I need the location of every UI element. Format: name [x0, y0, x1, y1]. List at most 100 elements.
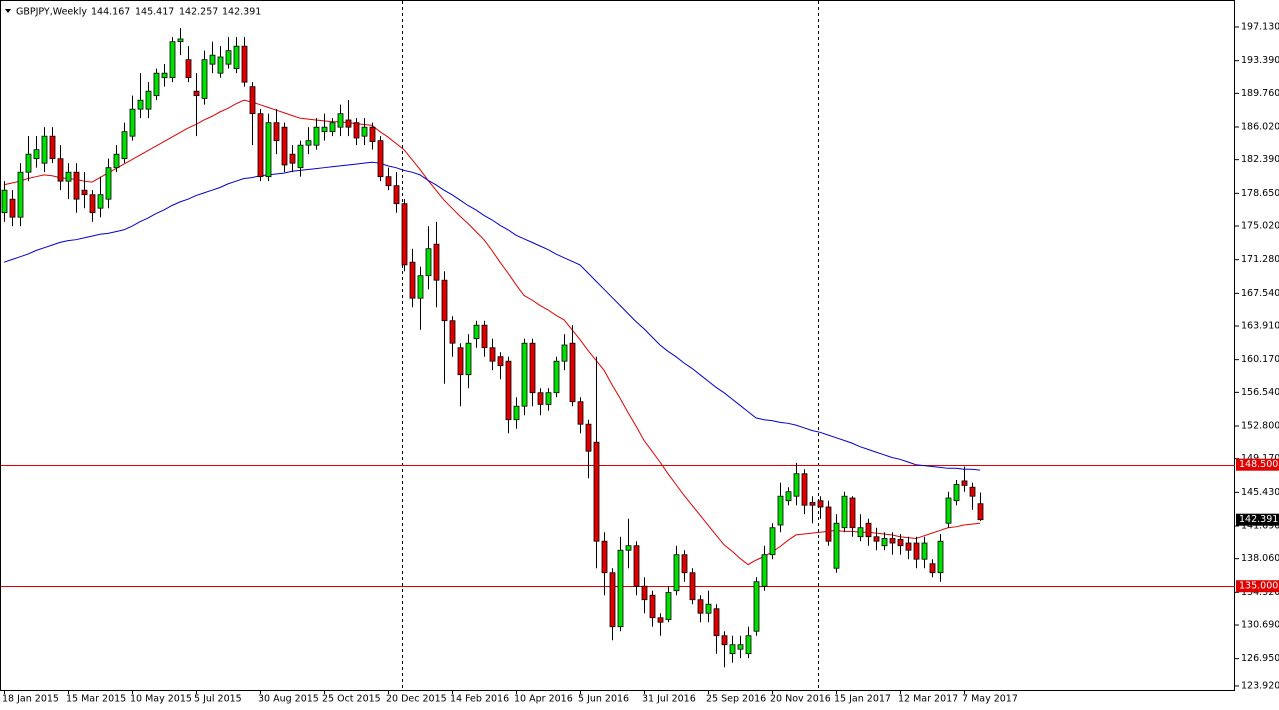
price-label: 135.000 — [1239, 581, 1278, 592]
candle-body — [657, 617, 664, 623]
price-label-box — [1236, 580, 1279, 593]
x-tick-label: 12 Mar 2017 — [898, 694, 958, 705]
y-tick-label: 182.390 — [1241, 154, 1279, 165]
candle-body — [673, 554, 680, 592]
plot-frame — [0, 0, 1235, 691]
candle-body — [721, 635, 728, 646]
candle-body — [961, 480, 968, 486]
candle-body — [921, 542, 928, 560]
candle-body — [553, 360, 560, 394]
candle-body — [201, 59, 208, 99]
candle-body — [481, 324, 488, 349]
x-tick-label: 25 Oct 2015 — [322, 694, 381, 705]
candle-body — [441, 279, 448, 322]
candle-body — [273, 122, 280, 142]
candle-body — [257, 113, 264, 178]
candle-body — [753, 581, 760, 632]
candle-body — [153, 72, 160, 97]
candle-body — [401, 203, 408, 266]
x-tick-label: 10 May 2015 — [130, 694, 192, 705]
x-tick-label: 5 Jul 2015 — [194, 694, 242, 705]
candle-body — [57, 158, 64, 182]
y-tick-label: 186.020 — [1241, 122, 1279, 133]
candle-body — [761, 554, 768, 587]
y-tick-label: 189.760 — [1241, 88, 1279, 99]
candle-body — [73, 171, 80, 200]
y-tick-label: 163.910 — [1241, 321, 1279, 332]
y-tick-label: 160.170 — [1241, 354, 1279, 365]
x-tick-label: 20 Dec 2015 — [386, 694, 447, 705]
candle-body — [225, 50, 232, 65]
candle-body — [649, 594, 656, 619]
candle-body — [569, 342, 576, 403]
candle-body — [689, 572, 696, 601]
candle-body — [841, 495, 848, 529]
candle-body — [217, 56, 224, 74]
candle-body — [345, 119, 352, 128]
candle-body — [857, 527, 864, 538]
candle-body — [449, 320, 456, 344]
y-tick-label: 149.170 — [1241, 453, 1279, 464]
candle-body — [377, 140, 384, 178]
candle-body — [281, 126, 288, 166]
candle-body — [593, 441, 600, 542]
candle-body — [105, 167, 112, 200]
candle-body — [177, 38, 184, 43]
candle-body — [209, 54, 216, 65]
x-tick-label: 15 Mar 2015 — [66, 694, 126, 705]
candle-body — [745, 635, 752, 655]
candle-body — [777, 495, 784, 526]
menu-arrow[interactable] — [5, 9, 11, 13]
candle-body — [417, 275, 424, 299]
x-tick-label: 18 Jan 2015 — [2, 694, 59, 705]
candle-body — [865, 522, 872, 538]
candle-body — [289, 153, 296, 164]
candle-body — [817, 500, 824, 508]
candle-body — [161, 72, 168, 79]
x-tick-label: 25 Sep 2016 — [706, 694, 766, 705]
candle-body — [129, 108, 136, 137]
candle-body — [977, 503, 984, 521]
candle-body — [297, 144, 304, 169]
y-tick-label: 197.130 — [1241, 22, 1279, 33]
candle-body — [89, 194, 96, 214]
candle-body — [337, 113, 344, 128]
candle-body — [1, 189, 8, 214]
x-tick-label: 14 Feb 2016 — [450, 694, 509, 705]
candle-body — [193, 90, 200, 97]
candle-body — [769, 527, 776, 556]
moving-average — [3, 161, 981, 471]
candle-body — [513, 405, 520, 421]
y-tick-label: 123.920 — [1241, 680, 1279, 691]
candle-body — [409, 261, 416, 299]
header-low: 142.257 — [179, 7, 218, 18]
x-tick-label: 15 Jan 2017 — [834, 694, 891, 705]
candle-body — [353, 122, 360, 139]
candle-body — [313, 126, 320, 146]
candle-body — [561, 344, 568, 362]
header-high: 145.417 — [135, 7, 174, 18]
candle-body — [705, 603, 712, 614]
candle-body — [937, 540, 944, 574]
candle-body — [697, 599, 704, 614]
x-tick-label: 10 Apr 2016 — [514, 694, 573, 705]
candle-body — [889, 538, 896, 544]
candle-body — [113, 153, 120, 169]
candle-body — [145, 90, 152, 110]
candle-body — [537, 392, 544, 405]
candle-body — [633, 545, 640, 587]
candle-body — [913, 542, 920, 560]
price-label: 148.500 — [1239, 459, 1278, 470]
y-tick-label: 126.950 — [1241, 653, 1279, 664]
candle-body — [433, 243, 440, 281]
candle-body — [49, 135, 56, 160]
candle-body — [793, 473, 800, 497]
y-tick-label: 152.800 — [1241, 421, 1279, 432]
y-tick-label: 171.280 — [1241, 254, 1279, 265]
candle-body — [953, 484, 960, 502]
candle-body — [81, 189, 88, 196]
candle-body — [545, 392, 552, 405]
candle-body — [249, 86, 256, 115]
current-price-box — [1236, 513, 1279, 526]
